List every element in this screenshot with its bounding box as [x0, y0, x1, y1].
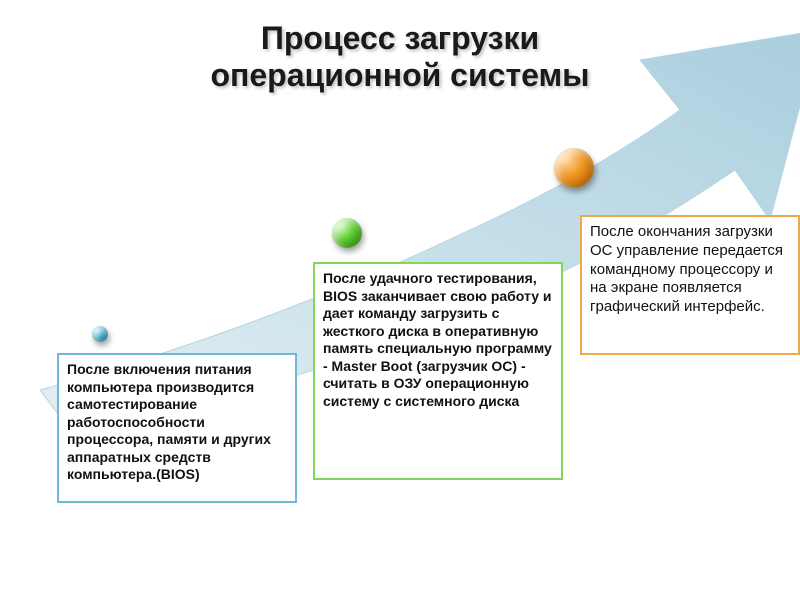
step-2-bubble	[332, 218, 362, 248]
step-2-text: После удачного тестирования, BIOS заканч…	[323, 270, 552, 409]
step-3-textbox: После окончания загрузки ОС управление п…	[580, 215, 800, 355]
step-3-text: После окончания загрузки ОС управление п…	[590, 223, 783, 315]
step-1-bubble	[92, 326, 108, 342]
step-2-textbox: После удачного тестирования, BIOS заканч…	[313, 262, 563, 480]
diagram-title: Процесс загрузки операционной системы	[0, 20, 800, 94]
step-1-textbox: После включения питания компьютера произ…	[57, 353, 297, 503]
step-1-text: После включения питания компьютера произ…	[67, 361, 271, 482]
title-line2: операционной системы	[0, 57, 800, 94]
step-3-bubble	[554, 148, 594, 188]
title-line1: Процесс загрузки	[0, 20, 800, 57]
